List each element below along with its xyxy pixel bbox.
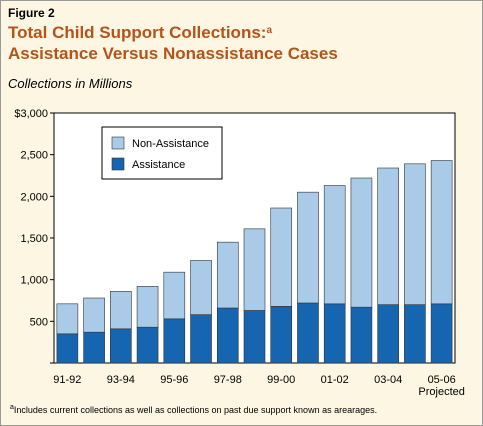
legend-label: Assistance (132, 159, 185, 171)
bar-non-assistance (110, 291, 132, 330)
bar-assistance (136, 326, 159, 364)
x-tick-sublabel: Projected (418, 386, 464, 398)
bar-assistance (83, 331, 105, 364)
y-tick-label: 1,500 (20, 233, 48, 245)
y-tick-label: 500 (30, 316, 48, 328)
legend-label: Non-Assistance (132, 138, 209, 150)
bar-assistance (216, 307, 239, 364)
bar-assistance (430, 303, 453, 364)
bar-assistance (243, 310, 266, 364)
title-line-1: Total Child Support Collections: (8, 23, 267, 42)
x-tick-label: 95-96 (160, 374, 188, 386)
bar-assistance (404, 304, 426, 364)
bar-assistance (377, 304, 399, 364)
y-tick-label: 1,000 (20, 275, 48, 287)
title-line-2: Assistance Versus Nonassistance Cases (8, 44, 338, 63)
x-tick-label: 99-00 (267, 374, 295, 386)
figure-label: Figure 2 (8, 6, 55, 20)
bar-non-assistance (243, 228, 266, 311)
legend-swatch (111, 136, 125, 150)
bar-assistance (56, 333, 79, 364)
x-tick-label: 03-04 (374, 374, 402, 386)
bar-non-assistance (83, 297, 105, 333)
bar-assistance (297, 302, 319, 364)
legend-box (101, 126, 223, 180)
bar-assistance (163, 318, 186, 364)
bar-non-assistance (163, 271, 186, 320)
bar-assistance (190, 314, 212, 364)
bar-non-assistance (56, 303, 79, 335)
y-tick-label: 2,500 (20, 150, 48, 162)
bar-non-assistance (136, 286, 159, 328)
chart-title: Total Child Support Collections:a Assist… (8, 22, 338, 64)
y-tick-label: $3,000 (14, 108, 48, 120)
x-tick-label: 05-06 (428, 374, 456, 386)
bar-non-assistance (350, 177, 373, 308)
x-tick-label: 91-92 (53, 374, 81, 386)
footnote-text: Includes current collections as well as … (13, 405, 378, 415)
bar-non-assistance (377, 167, 399, 305)
x-tick-label: 01-02 (321, 374, 349, 386)
bar-non-assistance (297, 191, 319, 304)
bar-assistance (323, 303, 346, 364)
footnote: aIncludes current collections as well as… (10, 404, 377, 415)
stacked-bar-chart: 500 1,000 1,500 2,000 2,500 $3,000 91-92 93-94 9… (14, 108, 465, 398)
x-tick-label: 93-94 (107, 374, 135, 386)
bar-non-assistance (216, 241, 239, 309)
bar-non-assistance (430, 160, 453, 305)
bar-assistance (270, 306, 293, 364)
bar-non-assistance (270, 207, 293, 307)
bar-non-assistance (404, 163, 426, 305)
bar-assistance (350, 306, 373, 364)
footnote-marker: a (10, 404, 14, 411)
bar-non-assistance (190, 260, 212, 315)
bar-non-assistance (323, 185, 346, 305)
legend-swatch (111, 157, 125, 171)
chart-subtitle: Collections in Millions (8, 76, 133, 91)
bar-assistance (110, 328, 132, 364)
x-tick-label: 97-98 (214, 374, 242, 386)
title-footnote-marker: a (266, 25, 273, 36)
y-tick-label: 2,000 (20, 191, 48, 203)
